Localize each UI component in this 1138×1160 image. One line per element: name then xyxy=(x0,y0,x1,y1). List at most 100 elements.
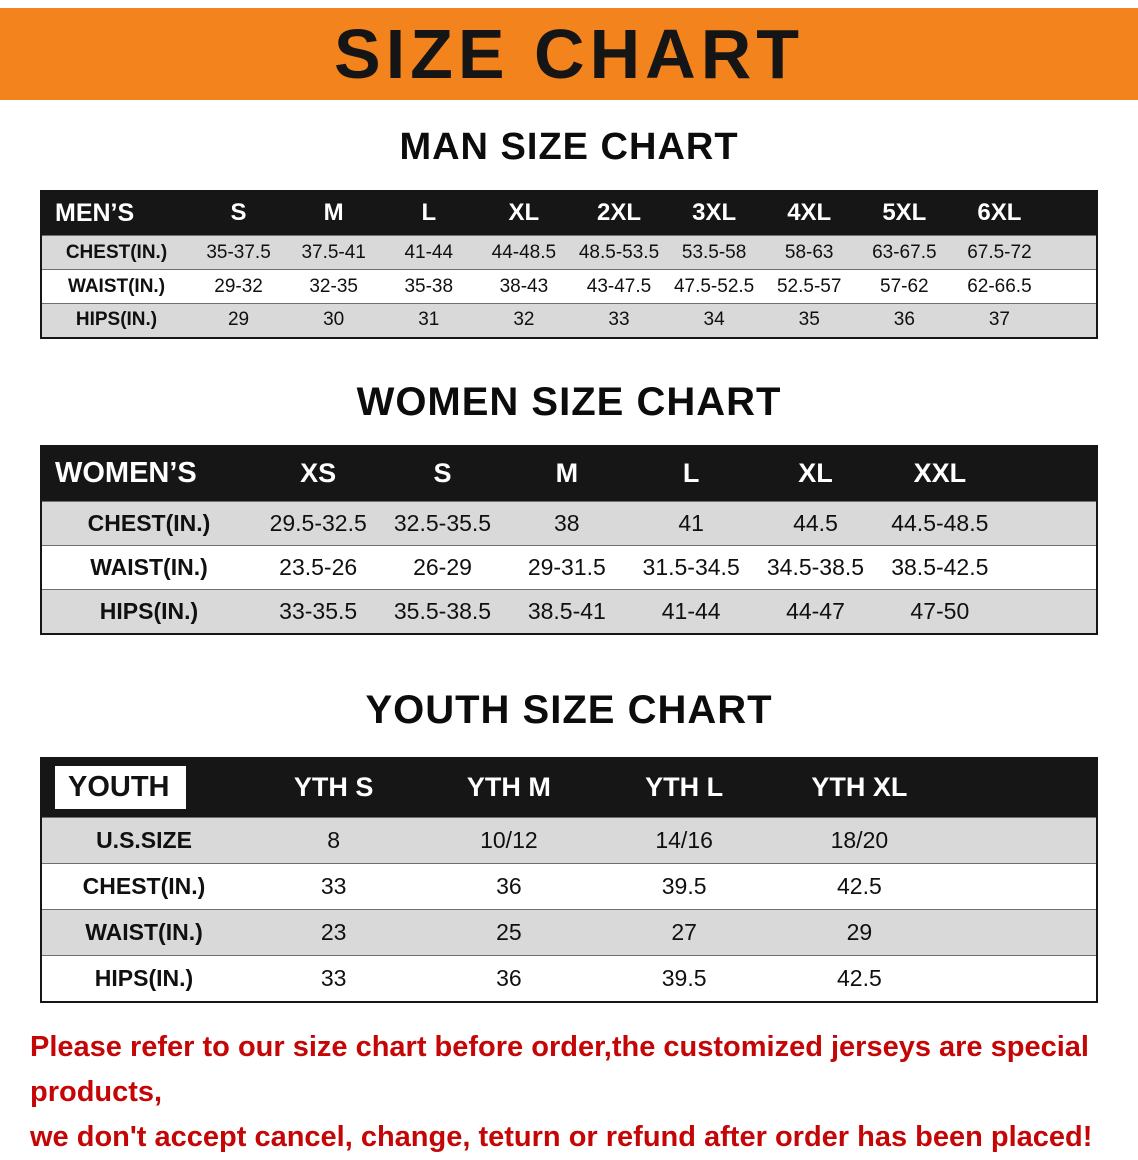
measurement-row: CHEST(IN.) 33 36 39.5 42.5 xyxy=(41,863,1097,910)
size-header-row: MEN’S S M L XL 2XL 3XL 4XL 5XL 6XL xyxy=(41,190,1097,236)
measurement-row-label: WAIST(IN.) xyxy=(67,275,166,297)
measurement-value: 33 xyxy=(320,964,347,991)
spacer-cell xyxy=(947,864,1097,910)
measurement-value: 36 xyxy=(496,873,522,900)
measurement-value: 32.5-35.5 xyxy=(393,510,492,537)
size-column-header: YTH S xyxy=(293,772,374,803)
measurement-row-label: HIPS(IN.) xyxy=(75,309,158,331)
size-column-header: XS xyxy=(300,458,337,489)
size-column-header: YTH XL xyxy=(811,772,908,803)
measurement-value: 42.5 xyxy=(836,873,882,900)
measurement-value: 47.5-52.5 xyxy=(673,275,755,297)
measurement-row: WAIST(IN.) 23 25 27 29 xyxy=(41,909,1097,956)
measurement-value: 30 xyxy=(323,309,345,331)
men-size-table: MEN’S S M L XL 2XL 3XL 4XL 5XL 6XL CHEST(IN.) 35-37… xyxy=(40,189,1098,339)
page-title: SIZE CHART xyxy=(334,15,804,93)
measurement-value: 33 xyxy=(320,873,347,900)
spacer-cell xyxy=(1047,304,1097,338)
measurement-value: 29-32 xyxy=(214,275,263,297)
size-column-header: YTH L xyxy=(645,772,724,803)
measurement-row: HIPS(IN.) 29 30 31 32 33 34 35 36 37 xyxy=(41,303,1097,338)
measurement-value: 23 xyxy=(320,919,347,946)
women-size-section: WOMEN SIZE CHART WOMEN’S XS S M L XL XXL CHEST(… xyxy=(0,379,1138,635)
measurement-value: 34.5-38.5 xyxy=(766,554,865,581)
measurement-row: WAIST(IN.) 29-32 32-35 35-38 38-43 43-47.5 47.… xyxy=(41,269,1097,304)
measurement-value: 32-35 xyxy=(309,275,358,297)
measurement-row: CHEST(IN.) 29.5-32.5 32.5-35.5 38 41 44.5 44.5… xyxy=(41,501,1097,546)
measurement-value: 48.5-53.5 xyxy=(578,241,660,263)
measurement-value: 47-50 xyxy=(910,597,970,624)
size-column-header: XXL xyxy=(913,458,967,489)
measurement-value: 43-47.5 xyxy=(586,275,652,297)
size-column-header: 5XL xyxy=(882,199,927,227)
size-column-header: M xyxy=(323,199,344,227)
measurement-value: 32 xyxy=(513,309,535,331)
spacer-cell xyxy=(947,758,1097,818)
size-column-header: 2XL xyxy=(596,199,641,227)
men-section-heading: MAN SIZE CHART xyxy=(399,126,739,168)
measurement-value: 23.5-26 xyxy=(279,554,358,581)
measurement-value: 37 xyxy=(988,309,1010,331)
measurement-value: 33 xyxy=(608,309,630,331)
measurement-value: 36 xyxy=(496,964,522,991)
table-corner-cell: MEN’S xyxy=(41,191,191,236)
measurement-value: 10/12 xyxy=(480,827,538,854)
size-column-header: YTH M xyxy=(466,772,551,803)
measurement-value: 25 xyxy=(496,919,522,946)
measurement-value: 57-62 xyxy=(880,275,929,297)
measurement-row-label: WAIST(IN.) xyxy=(90,554,208,581)
banner: SIZE CHART xyxy=(0,8,1138,100)
youth-size-table: YOUTH YTH S YTH M YTH L YTH XL U.S.SIZE 8 10/12… xyxy=(40,756,1098,1003)
spacer-cell xyxy=(1047,270,1097,304)
measurement-value: 42.5 xyxy=(836,964,882,991)
measurement-row: HIPS(IN.) 33-35.5 35.5-38.5 38.5-41 41-44 44-… xyxy=(41,589,1097,634)
measurement-value: 35-37.5 xyxy=(206,241,271,263)
measurement-value: 14/16 xyxy=(655,827,713,854)
measurement-value: 37.5-41 xyxy=(301,241,366,263)
measurement-row: U.S.SIZE 8 10/12 14/16 18/20 xyxy=(41,817,1097,864)
measurement-value: 67.5-72 xyxy=(967,241,1032,263)
measurement-value: 41-44 xyxy=(661,597,721,624)
measurement-value: 29-31.5 xyxy=(527,554,606,581)
measurement-value: 41-44 xyxy=(404,241,454,263)
measurement-row-label: HIPS(IN.) xyxy=(94,964,194,991)
measurement-value: 63-67.5 xyxy=(872,241,937,263)
women-size-table: WOMEN’S XS S M L XL XXL CHEST(IN.) 29.5-32.5 32.5… xyxy=(40,444,1098,635)
measurement-value: 62-66.5 xyxy=(967,275,1032,297)
measurement-row-label: U.S.SIZE xyxy=(96,827,192,854)
table-corner-label: WOMEN’S xyxy=(55,457,197,490)
measurement-row: HIPS(IN.) 33 36 39.5 42.5 xyxy=(41,955,1097,1002)
size-column-header: L xyxy=(682,458,700,489)
measurement-value: 53.5-58 xyxy=(681,241,747,263)
spacer-cell xyxy=(947,910,1097,956)
size-column-header: 3XL xyxy=(692,199,737,227)
measurement-value: 26-29 xyxy=(413,554,472,581)
measurement-value: 44-48.5 xyxy=(491,241,557,263)
size-column-header: S xyxy=(230,199,247,227)
measurement-value: 34 xyxy=(703,309,725,331)
disclaimer: Please refer to our size chart before or… xyxy=(0,1025,1138,1160)
measurement-row: WAIST(IN.) 23.5-26 26-29 29-31.5 31.5-34.5 34… xyxy=(41,545,1097,590)
measurement-value: 39.5 xyxy=(661,873,707,900)
spacer-cell xyxy=(1002,446,1097,502)
measurement-value: 38.5-41 xyxy=(527,597,606,624)
spacer-cell xyxy=(1002,590,1097,634)
measurement-value: 39.5 xyxy=(661,964,707,991)
size-column-header: S xyxy=(433,458,452,489)
spacer-cell xyxy=(947,956,1097,1002)
measurement-value: 44-47 xyxy=(786,597,845,624)
size-column-header: XL xyxy=(798,458,833,489)
spacer-cell xyxy=(1047,236,1097,270)
measurement-row: CHEST(IN.) 35-37.5 37.5-41 41-44 44-48.5 48.5… xyxy=(41,235,1097,270)
disclaimer-line-2: we don't accept cancel, change, teturn o… xyxy=(30,1120,1093,1153)
size-column-header: XL xyxy=(508,199,540,227)
spacer-cell xyxy=(1047,191,1097,236)
table-corner-cell: WOMEN’S xyxy=(41,446,256,502)
men-size-section: MAN SIZE CHART MEN’S S M L XL 2XL 3XL 4XL 5XL 6XL… xyxy=(0,126,1138,339)
measurement-value: 38-43 xyxy=(499,275,549,297)
measurement-row-label: CHEST(IN.) xyxy=(82,873,206,900)
disclaimer-line-1: Please refer to our size chart before or… xyxy=(30,1030,1089,1108)
measurement-value: 44.5-48.5 xyxy=(891,510,989,537)
measurement-value: 52.5-57 xyxy=(776,275,842,297)
table-corner-label: YOUTH xyxy=(55,766,186,810)
